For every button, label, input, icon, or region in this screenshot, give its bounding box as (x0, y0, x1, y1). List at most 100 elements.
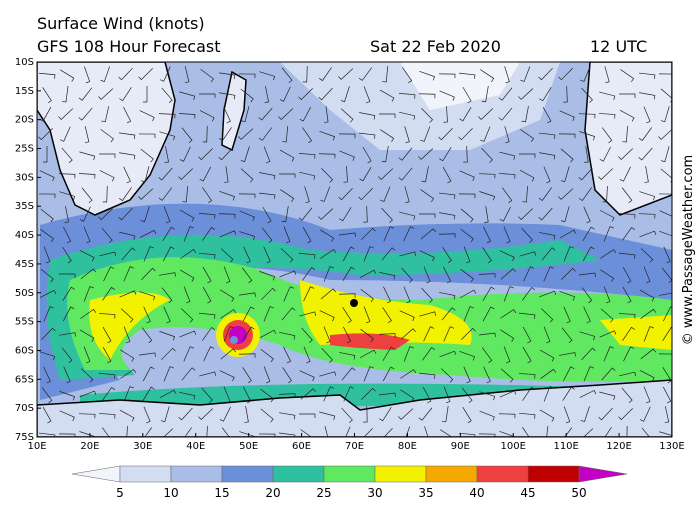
wind-barb (321, 168, 334, 183)
wind-barb (562, 386, 575, 401)
wind-barb (401, 267, 413, 283)
wind-barb (121, 247, 136, 261)
wind-barb (102, 185, 108, 203)
wind-barb (462, 407, 472, 424)
wind-barb (441, 406, 449, 423)
wind-barb (600, 269, 615, 282)
wind-core (330, 333, 410, 350)
colorbar-label: 25 (316, 486, 331, 500)
wind-barb (319, 411, 336, 420)
date: Sat 22 Feb 2020 (370, 37, 501, 56)
wind-barb (279, 86, 291, 102)
wind-barb (320, 249, 337, 259)
wind-barb (380, 129, 395, 142)
wind-barb (563, 246, 574, 262)
wind-barb (640, 248, 654, 263)
wind-barb (359, 349, 377, 359)
wind-barb (179, 91, 196, 101)
colorbar-label: 30 (367, 486, 382, 500)
wind-barb (203, 346, 215, 362)
wind-barb (202, 326, 216, 341)
wind-barb (463, 246, 471, 264)
wind-barb (379, 271, 396, 280)
wind-barb (660, 146, 670, 163)
wind-barb (138, 188, 154, 200)
wind-barb (543, 166, 551, 184)
wind-barb (59, 410, 75, 421)
wind-barb (241, 267, 253, 284)
wind-barb (119, 87, 132, 102)
wind-barb (199, 312, 216, 319)
wind-barb (520, 66, 531, 82)
wind-barb (563, 406, 571, 424)
wind-barb (279, 412, 296, 420)
wind-barb (581, 347, 596, 361)
wind-barb (381, 207, 393, 223)
wind-barb (483, 226, 492, 244)
australia (584, 62, 672, 216)
wind-barb (543, 386, 554, 402)
wind-barb (159, 331, 176, 341)
wind-barb (439, 212, 456, 220)
wind-barb (161, 287, 173, 304)
wind-barb (621, 387, 633, 403)
wind-barb (61, 86, 69, 103)
wind-barb (279, 331, 296, 340)
wind-barb (282, 126, 289, 143)
wind-barb (622, 125, 628, 143)
wind-barb (120, 349, 135, 362)
wind-barb (523, 266, 535, 282)
wind-barb (183, 346, 194, 362)
wind-barb (419, 311, 437, 317)
wind-barb (43, 366, 51, 384)
wind-barb (578, 428, 594, 437)
wind-barb (159, 131, 176, 141)
wind-barb (539, 349, 555, 362)
wind-barb (241, 106, 250, 123)
wind-barb (622, 326, 635, 341)
wind-barb (123, 166, 131, 184)
wind-barb (559, 229, 577, 239)
colorbar-label: 50 (571, 486, 586, 500)
wind-barb (539, 132, 556, 139)
wind-barb (42, 406, 52, 424)
wind-barb (83, 286, 94, 302)
wind-barb (323, 326, 331, 344)
wind-barb (202, 125, 208, 143)
wind-barb (519, 169, 535, 182)
wind-barb (324, 106, 329, 123)
wind-barb (442, 166, 452, 184)
wind-barb (300, 388, 316, 400)
wind-barb (259, 192, 276, 199)
wind-barb (342, 266, 355, 282)
wind-barb (358, 188, 373, 201)
wind-barb (219, 92, 236, 100)
wind-barb (398, 93, 416, 99)
wind-barb (119, 152, 136, 160)
wind-barb (339, 150, 355, 161)
wind-barb (582, 226, 595, 242)
wind-barb (399, 211, 416, 220)
wind-barb (459, 350, 475, 361)
wind-barb (38, 193, 56, 199)
wind-barb (542, 106, 552, 124)
wind-barb (302, 127, 313, 144)
wind-barb (504, 66, 510, 84)
lon-label: 120E (606, 441, 631, 452)
lat-label: 60S (15, 345, 34, 356)
wind-barb (518, 412, 536, 419)
wind-barb (40, 208, 54, 223)
wind-barb (418, 93, 436, 99)
wind-barb (602, 185, 608, 203)
wind-barb (578, 113, 596, 119)
wind-barb (178, 168, 194, 181)
wind-barb (202, 226, 216, 241)
wind-barb (184, 66, 190, 84)
wind-core (600, 315, 672, 350)
wind-barb (498, 173, 516, 179)
wind-barb (438, 128, 453, 141)
wind-barb (119, 409, 135, 422)
wind-barb (163, 206, 171, 224)
wind-barb (78, 107, 93, 121)
wind-barb (98, 153, 116, 159)
